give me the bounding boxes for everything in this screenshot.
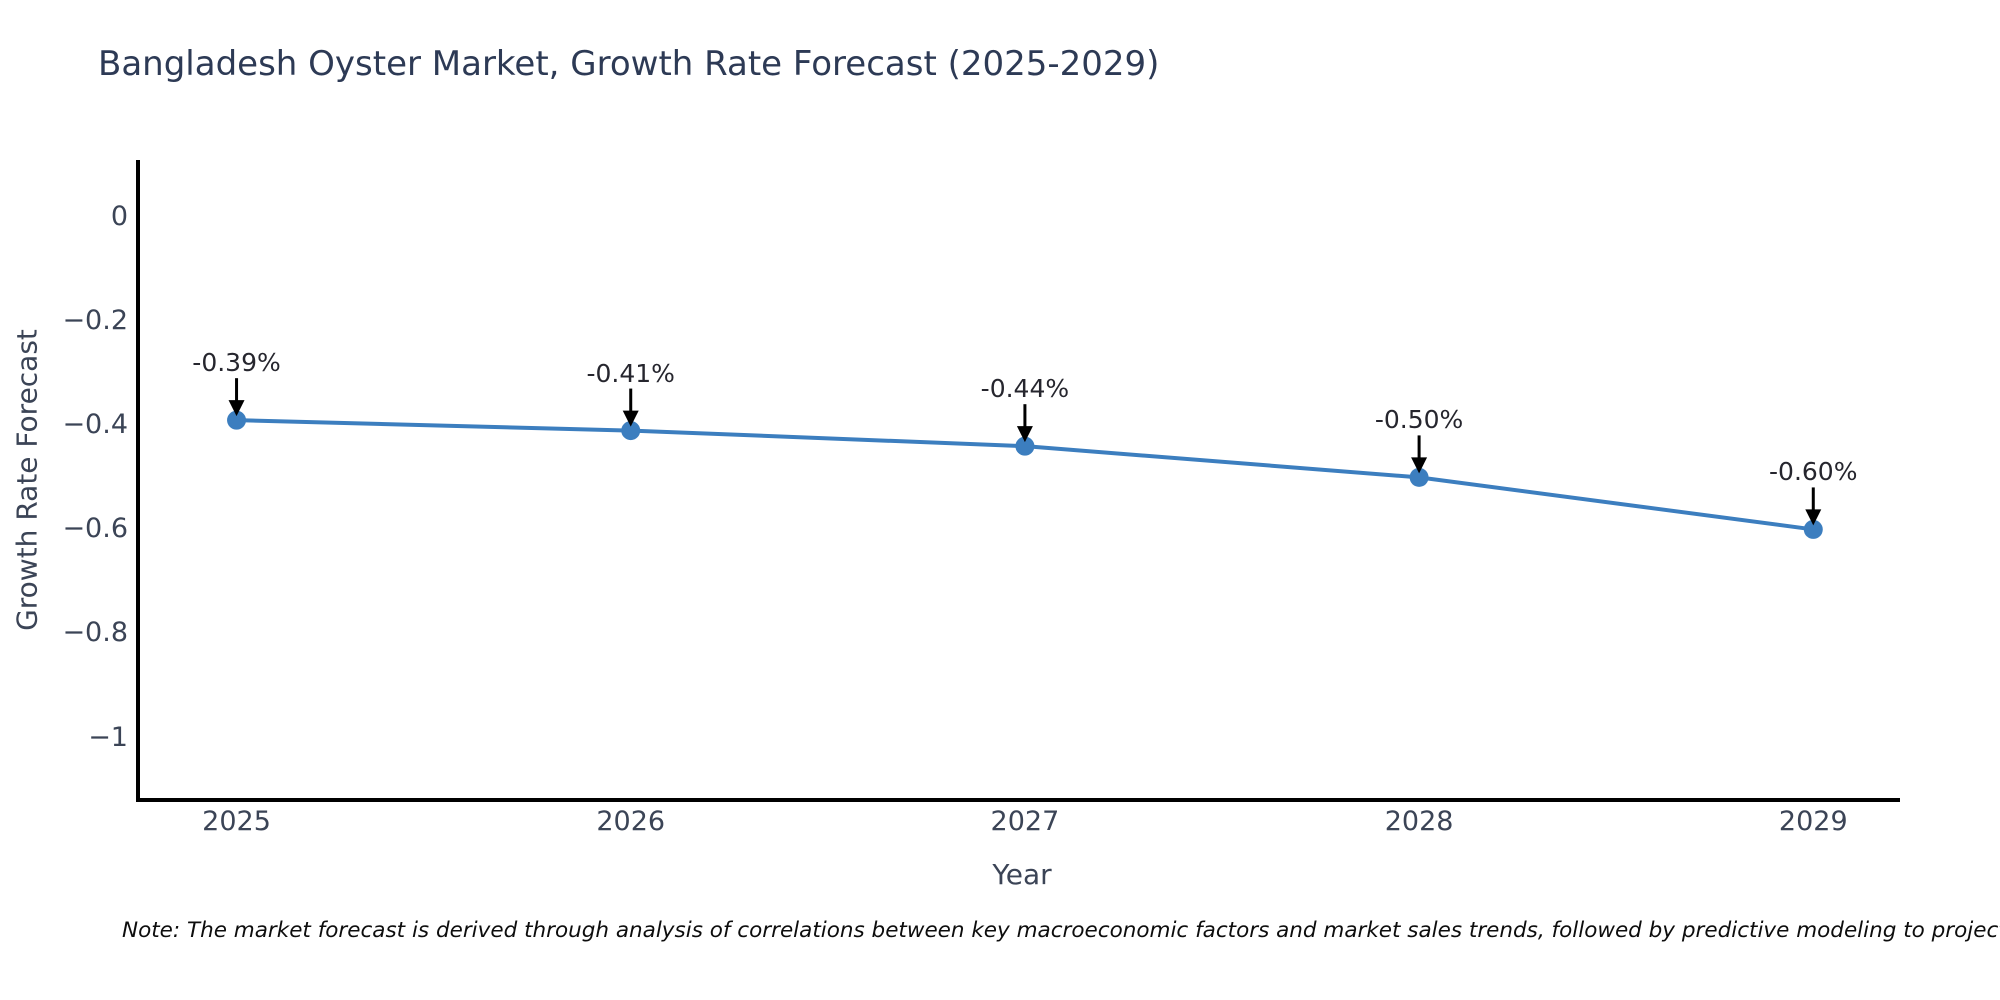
data-point-marker bbox=[1015, 436, 1035, 456]
x-tick-label: 2026 bbox=[596, 806, 666, 837]
x-tick-label: 2025 bbox=[202, 806, 271, 837]
annotation-arrow-head bbox=[228, 400, 245, 417]
x-tick-label: 2028 bbox=[1384, 806, 1454, 837]
point-value-label: -0.41% bbox=[586, 358, 675, 388]
point-value-label: -0.44% bbox=[980, 374, 1070, 404]
annotation-arrows bbox=[228, 378, 1822, 526]
annotation-arrow-head bbox=[1805, 509, 1822, 526]
y-tick-label: −0.6 bbox=[62, 513, 128, 545]
point-value-label: -0.50% bbox=[1374, 405, 1464, 435]
data-point-marker bbox=[227, 410, 247, 430]
annotation-arrow-head bbox=[1016, 426, 1033, 443]
chart-title: Bangladesh Oyster Market, Growth Rate Fo… bbox=[98, 44, 1160, 84]
annotation-arrow-head bbox=[622, 410, 639, 427]
y-tick-label: −0.4 bbox=[62, 409, 128, 441]
footnote-text: Note: The market forecast is derived thr… bbox=[122, 918, 2000, 943]
y-tick-label: 0 bbox=[110, 201, 128, 233]
point-value-label: -0.39% bbox=[192, 348, 281, 378]
data-point-marker bbox=[621, 421, 641, 441]
y-tick-label: −0.8 bbox=[62, 617, 128, 649]
x-axis-title: Year bbox=[992, 858, 1052, 891]
y-tick-label: −0.2 bbox=[62, 305, 128, 337]
data-point-marker bbox=[1409, 467, 1429, 487]
data-point-marker bbox=[1803, 519, 1823, 539]
annotation-arrow-head bbox=[1411, 457, 1428, 474]
y-axis-title: Growth Rate Forecast bbox=[10, 329, 44, 631]
y-tick-label: −1 bbox=[88, 721, 128, 753]
x-tick-label: 2029 bbox=[1778, 806, 1848, 837]
x-tick-label: 2027 bbox=[990, 806, 1060, 837]
point-value-label: -0.60% bbox=[1769, 457, 1858, 487]
line-series bbox=[227, 410, 1823, 539]
axes-spines bbox=[136, 160, 1900, 802]
